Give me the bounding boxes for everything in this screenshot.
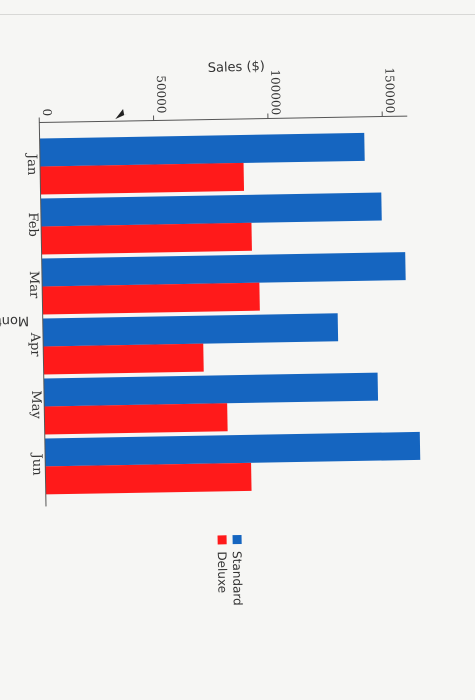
bar-deluxe-jun	[45, 462, 252, 495]
legend-swatch-standard	[232, 535, 242, 545]
category-label-jun: Jun	[29, 451, 44, 476]
legend-swatch-deluxe	[217, 535, 227, 545]
tick-label-150000: 150000	[382, 67, 397, 113]
bar-standard-apr	[42, 313, 339, 347]
category-axis-title: Month	[0, 313, 29, 329]
value-axis-line	[39, 115, 408, 123]
bar-standard-mar	[41, 252, 406, 287]
category-axis-line	[38, 122, 47, 507]
category-label-jan: Jan	[24, 152, 39, 176]
legend-label-deluxe: Deluxe	[215, 551, 230, 593]
bar-standard-jun	[44, 431, 421, 467]
tick-label-100000: 100000	[268, 69, 283, 115]
bar-deluxe-apr	[43, 343, 204, 375]
tick-label-0: 0	[40, 108, 54, 116]
tick-label-50000: 50000	[154, 75, 169, 113]
bar-standard-may	[43, 372, 379, 407]
category-label-feb: Feb	[25, 212, 40, 237]
legend-label-standard: Standard	[230, 551, 245, 606]
bar-standard-feb	[40, 192, 382, 227]
bar-deluxe-mar	[42, 282, 260, 315]
bar-deluxe-jan	[40, 162, 245, 195]
category-label-apr: Apr	[27, 332, 42, 358]
category-label-may: May	[28, 390, 44, 419]
plot-area: Jan Feb Mar Apr May Jun 0 50000 100000 150000 Sale…	[0, 59, 421, 606]
bar-deluxe-may	[44, 403, 228, 435]
bar-standard-jan	[39, 132, 365, 167]
cursor-pointer-icon	[115, 109, 130, 120]
bar-deluxe-feb	[41, 222, 252, 255]
value-axis-title: Sales ($)	[207, 59, 265, 76]
category-label-mar: Mar	[26, 271, 41, 299]
frame-line	[0, 14, 475, 15]
